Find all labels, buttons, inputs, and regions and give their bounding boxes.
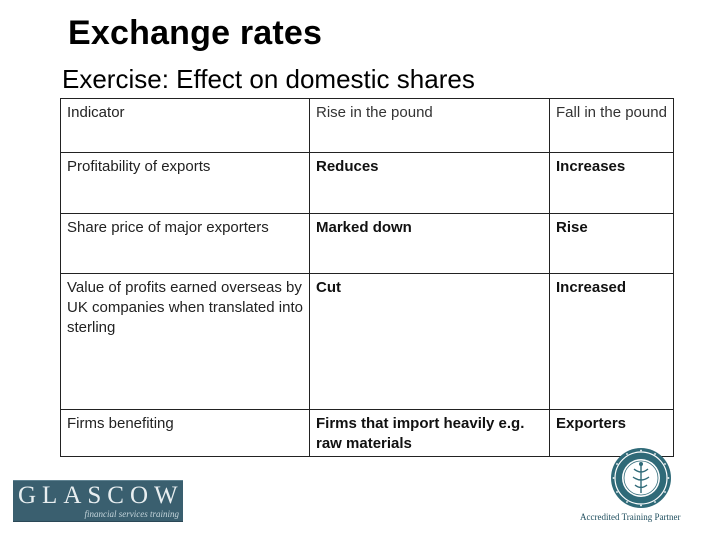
- logo-wordmark: GLASCOW: [18, 482, 184, 509]
- fall-cell: Increased: [549, 273, 674, 410]
- table-row-header: Indicator Rise in the pound Fall in the …: [60, 98, 674, 153]
- indicator-cell: Firms benefiting: [60, 409, 310, 457]
- accredited-partner-label: Accredited Training Partner: [580, 512, 681, 522]
- page-subtitle: Exercise: Effect on domestic shares: [62, 64, 475, 94]
- rise-cell: Reduces: [309, 152, 550, 214]
- exchange-rate-table: Indicator Rise in the pound Fall in the …: [60, 98, 674, 457]
- rise-cell: Firms that import heavily e.g. raw mater…: [309, 409, 550, 457]
- table-row: Value of profits earned overseas by UK c…: [60, 273, 674, 410]
- rise-cell: Cut: [309, 273, 550, 410]
- fall-cell: Increases: [549, 152, 674, 214]
- header-cell-indicator: Indicator: [60, 98, 310, 153]
- university-seal-icon: [610, 447, 672, 509]
- glasgow-logo: GLASCOW financial services training: [13, 480, 183, 522]
- header-cell-fall: Fall in the pound: [549, 98, 674, 153]
- header-cell-rise: Rise in the pound: [309, 98, 550, 153]
- fall-cell: Rise: [549, 213, 674, 274]
- indicator-cell: Value of profits earned overseas by UK c…: [60, 273, 310, 410]
- logo-tagline: financial services training: [84, 509, 180, 519]
- table-row: Firms benefiting Firms that import heavi…: [60, 409, 674, 457]
- indicator-cell: Share price of major exporters: [60, 213, 310, 274]
- page-title: Exchange rates: [68, 14, 323, 52]
- rise-cell: Marked down: [309, 213, 550, 274]
- table-row: Share price of major exporters Marked do…: [60, 213, 674, 274]
- table-row: Profitability of exports Reduces Increas…: [60, 152, 674, 214]
- indicator-cell: Profitability of exports: [60, 152, 310, 214]
- fall-cell: Exporters: [549, 409, 674, 457]
